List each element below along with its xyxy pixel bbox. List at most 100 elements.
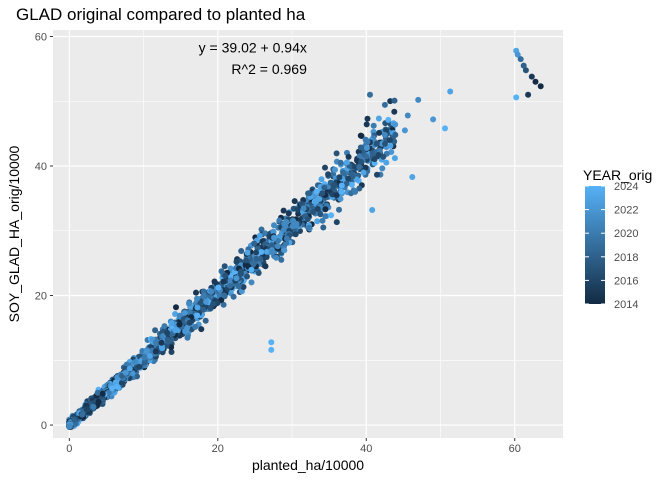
scatter-point [210, 300, 217, 307]
scatter-point [374, 171, 380, 178]
scatter-point [364, 115, 371, 122]
scatter-point [522, 67, 529, 74]
scatter-point [227, 277, 234, 284]
scatter-point [248, 279, 255, 286]
scatter-point [186, 319, 193, 326]
x-tick-label: 20 [212, 443, 224, 455]
scatter-point [230, 293, 237, 300]
scatter-point [292, 231, 299, 238]
scatter-point [367, 91, 373, 98]
y-tick-label: 0 [41, 420, 47, 432]
scatter-point [363, 153, 370, 160]
scatter-point [184, 334, 191, 341]
scatter-point [380, 153, 387, 160]
scatter-point [513, 94, 520, 101]
scatter-point [409, 174, 416, 180]
scatter-point [401, 127, 408, 134]
scatter-point [164, 336, 171, 343]
scatter-point [141, 354, 148, 361]
scatter-point [352, 188, 359, 195]
scatter-point [379, 165, 386, 172]
scatter-point [415, 96, 422, 103]
scatter-point [263, 248, 270, 255]
scatter-point [280, 207, 287, 214]
scatter-point [375, 152, 382, 158]
scatter-point [268, 339, 275, 346]
x-tick-label: 60 [509, 443, 521, 455]
scatter-point [71, 416, 78, 423]
scatter-point [118, 379, 125, 386]
scatter-point [537, 83, 544, 90]
scatter-point [345, 153, 352, 160]
scatter-point [194, 304, 201, 311]
scatter-point [66, 423, 73, 430]
scatter-point [525, 91, 532, 98]
scatter-point [392, 121, 399, 128]
scatter-point [211, 278, 218, 285]
legend-colorbar [585, 186, 605, 304]
legend-tick-label: 2024 [614, 181, 638, 193]
scatter-point [306, 224, 313, 231]
scatter-point [517, 56, 524, 63]
scatter-point [392, 131, 399, 138]
scatter-point [322, 213, 329, 220]
scatter-point [262, 263, 269, 270]
scatter-point [391, 108, 398, 115]
scatter-point [391, 97, 398, 104]
scatter-point [532, 78, 539, 85]
scatter-point [322, 206, 329, 213]
scatter-point [300, 205, 307, 212]
scatter-point [200, 306, 207, 313]
scatter-point [344, 159, 350, 166]
y-tick-label: 40 [35, 161, 47, 173]
scatter-point [333, 192, 340, 199]
scatter-point [134, 373, 140, 380]
scatter-point [168, 320, 175, 326]
scatter-point [336, 174, 343, 181]
scatter-point [280, 227, 287, 233]
scatter-point [202, 317, 209, 324]
scatter-point [192, 323, 199, 330]
scatter-point [237, 268, 244, 275]
scatter-point [371, 160, 378, 167]
x-tick-label: 0 [66, 443, 72, 455]
scatter-point [94, 389, 101, 396]
scatter-point [181, 309, 188, 316]
scatter-point [328, 212, 335, 219]
regression-annotation: y = 39.02 + 0.94x [199, 40, 307, 56]
scatter-point [281, 247, 288, 254]
scatter-point [258, 249, 265, 255]
scatter-point [249, 261, 256, 268]
scatter-point [220, 278, 227, 285]
scatter-point [208, 288, 215, 295]
scatter-point [356, 164, 363, 170]
scatter-point [158, 339, 165, 346]
scatter-point [357, 144, 364, 151]
scatter-point [340, 169, 346, 176]
scatter-point [244, 249, 251, 256]
scatter-point [109, 385, 116, 392]
scatter-point [404, 112, 411, 119]
chart-title: GLAD original compared to planted ha [16, 5, 306, 24]
scatter-point [375, 115, 382, 122]
scatter-point [184, 324, 191, 331]
scatter-point [152, 348, 159, 355]
scatter-point [221, 292, 228, 299]
scatter-point [294, 206, 301, 213]
scatter-point [83, 406, 90, 413]
scatter-point [253, 249, 259, 256]
scatter-point [186, 300, 192, 307]
scatter-point [281, 221, 288, 227]
scatter-point [321, 184, 328, 191]
scatter-point [442, 125, 448, 132]
scatter-point [275, 237, 282, 244]
legend-title: YEAR_orig [583, 167, 652, 183]
scatter-point [345, 175, 352, 182]
scatter-point [159, 345, 166, 352]
scatter-point [362, 164, 369, 171]
scatter-point [343, 180, 350, 187]
scatter-point [194, 295, 200, 302]
scatter-point [291, 198, 298, 205]
scatter-point [363, 121, 370, 128]
